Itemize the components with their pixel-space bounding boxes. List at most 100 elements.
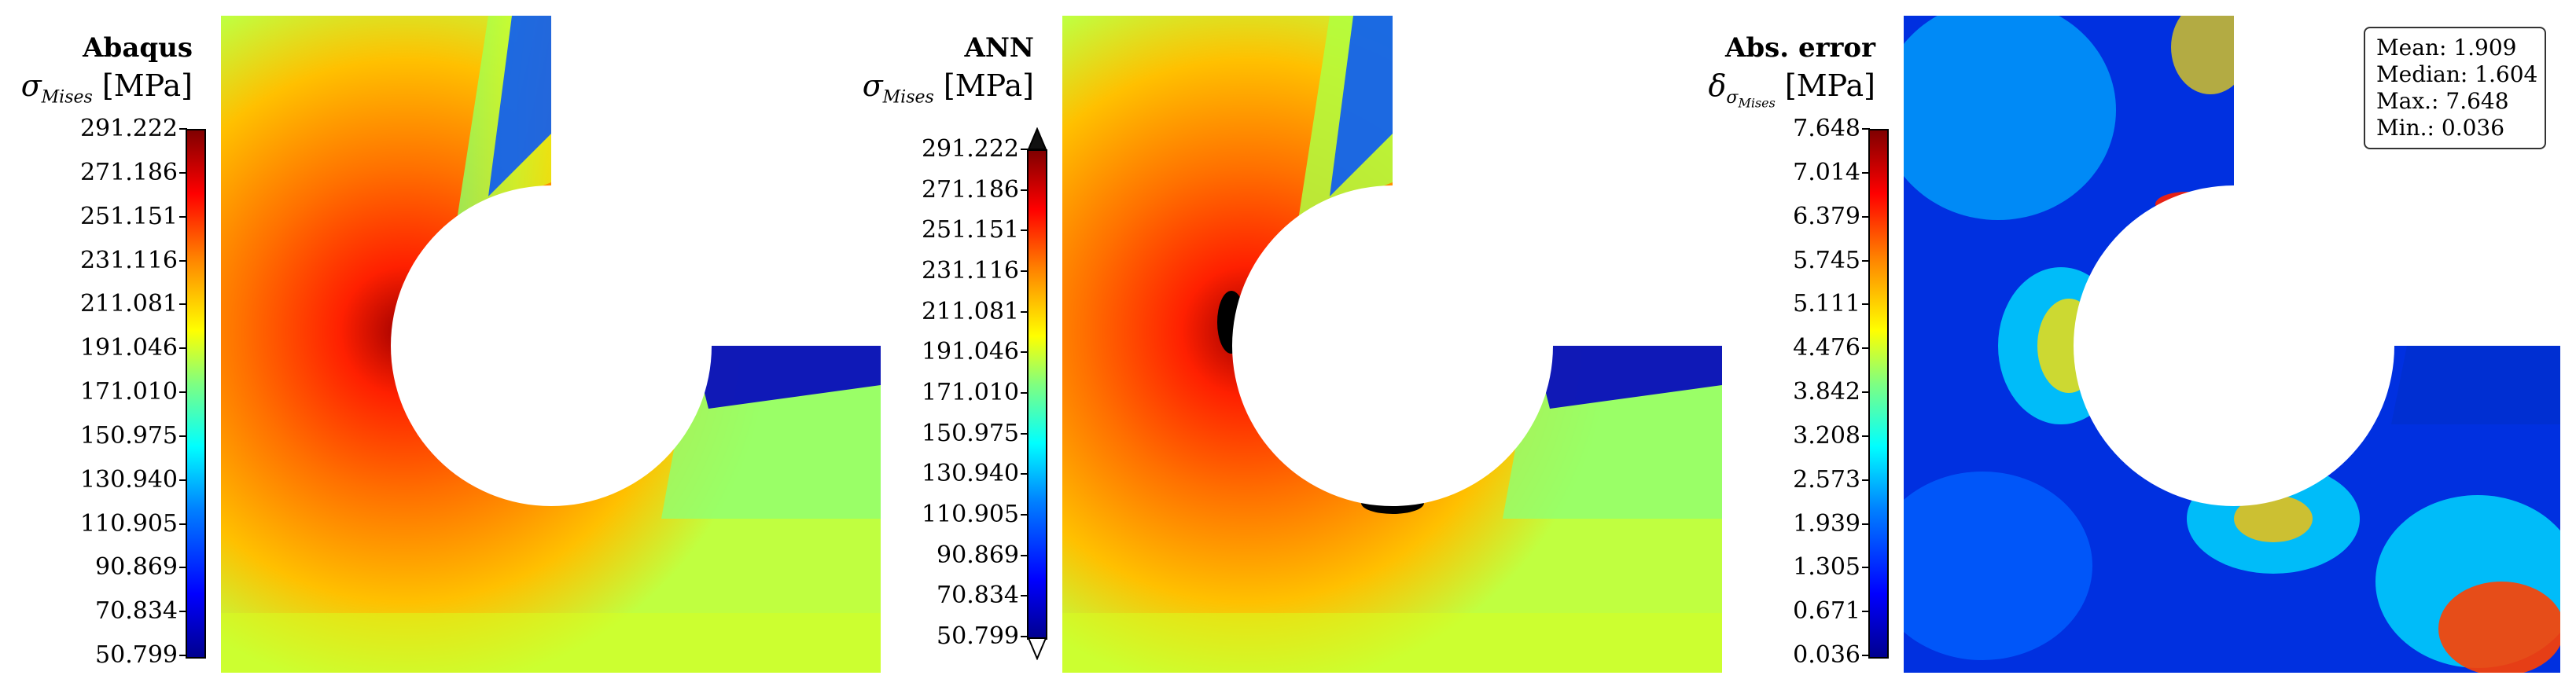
- colorbar-tick-mark: [179, 655, 187, 656]
- colorbar-tick-mark: [179, 128, 187, 130]
- colorbar-tick-mark: [1021, 270, 1029, 272]
- colorbar-tick-mark: [1021, 636, 1029, 637]
- colorbar-tick-label: 211.081: [921, 297, 1019, 325]
- colorbar-top-arrow-icon: [1027, 127, 1047, 150]
- stat-mean: Mean: 1.909: [2376, 35, 2517, 61]
- colorbar-tick-label: 271.186: [79, 158, 178, 186]
- colorbar-tick-mark: [1021, 514, 1029, 516]
- colorbar-tick-label: 231.116: [79, 246, 178, 274]
- colorbar-tick-label: 5.111: [1793, 290, 1860, 318]
- colorbar-tick-label: 1.305: [1793, 553, 1860, 582]
- quantity-label: σMises [MPa]: [849, 69, 1034, 115]
- colorbar-tick-label: 50.799: [937, 622, 1019, 650]
- stat-median: Median: 1.604: [2376, 61, 2538, 87]
- colorbar-tick-mark: [1021, 595, 1029, 597]
- stress-field-abaqus: [221, 16, 881, 673]
- colorbar-tick-mark: [179, 171, 187, 174]
- colorbar-tick-mark: [1021, 554, 1029, 556]
- colorbar-tick-mark: [179, 611, 187, 613]
- colorbar-tick-label: 0.036: [1793, 641, 1860, 669]
- colorbar-tick-label: 191.046: [79, 334, 178, 362]
- error-field: [1904, 16, 2560, 673]
- panel-title: Abaqus: [83, 32, 193, 64]
- panel-title: Abs. error: [1724, 32, 1875, 64]
- stat-min: Min.: 0.036: [2376, 115, 2505, 141]
- colorbar-tick-label: 1.939: [1793, 509, 1860, 538]
- quantity-subscript: Mises: [41, 87, 93, 108]
- panel-abs-error: Abs. error δσMises [MPa] 7.648 7.014 6.379…: [1683, 0, 2576, 690]
- colorbar-tick-mark: [1862, 391, 1870, 393]
- colorbar-tick-mark: [179, 435, 187, 437]
- colorbar-tick-mark: [1862, 611, 1870, 613]
- colorbar-tick-mark: [1021, 310, 1029, 313]
- colorbar-tick-label: 211.081: [79, 290, 178, 318]
- colorbar-tick-mark: [179, 479, 187, 481]
- colorbar-tick-label: 7.648: [1793, 115, 1860, 142]
- colorbar-tick-label: 4.476: [1793, 334, 1860, 362]
- quantity-label: σMises [MPa]: [8, 69, 193, 115]
- unit-label: [MPa]: [1784, 68, 1875, 103]
- colorbar-tick-label: 291.222: [79, 115, 178, 142]
- colorbar-tick-mark: [1862, 435, 1870, 437]
- colorbar-tick-label: 70.834: [937, 582, 1019, 610]
- colorbar-tick-label: 150.975: [921, 419, 1019, 447]
- colorbar-tick-label: 110.905: [921, 501, 1019, 528]
- unit-label: [MPa]: [101, 68, 193, 103]
- colorbar-tick-mark: [1021, 229, 1029, 232]
- statistics-box: Mean: 1.909 Median: 1.604 Max.: 7.648 Mi…: [2364, 27, 2546, 149]
- quantity-symbol: σ: [862, 68, 883, 103]
- colorbar-tick-mark: [179, 523, 187, 525]
- unit-label: [MPa]: [943, 68, 1034, 103]
- colorbar-tick-label: 2.573: [1793, 465, 1860, 494]
- colorbar-tick-label: 3.842: [1793, 378, 1860, 406]
- stress-field-ann: [1062, 16, 1722, 673]
- colorbar-tick-label: 130.940: [79, 465, 178, 494]
- colorbar-tick-mark: [179, 567, 187, 569]
- stat-max: Max.: 7.648: [2376, 88, 2509, 114]
- colorbar-tick-mark: [179, 259, 187, 262]
- colorbar-tick-mark: [1862, 523, 1870, 525]
- colorbar-tick-label: 291.222: [921, 135, 1019, 163]
- colorbar-tick-label: 191.046: [921, 338, 1019, 366]
- colorbar-tick-mark: [179, 391, 187, 393]
- colorbar-tick-mark: [1862, 215, 1870, 218]
- colorbar-tick-mark: [1021, 473, 1029, 475]
- panel-ann: ANN σMises [MPa] 291.222 271.186 251.151 23…: [841, 0, 1722, 690]
- colorbar: [1027, 149, 1047, 640]
- colorbar-tick-mark: [1021, 351, 1029, 354]
- colorbar-tick-label: 251.151: [921, 216, 1019, 244]
- colorbar-tick-label: 251.151: [79, 202, 178, 230]
- panel-abaqus: Abaqus σMises [MPa] 291.222 271.186 251.15…: [0, 0, 881, 690]
- colorbar-tick-label: 7.014: [1793, 158, 1860, 186]
- quantity-label: δσMises [MPa]: [1691, 69, 1875, 119]
- colorbar-tick-label: 70.834: [95, 597, 178, 626]
- colorbar-tick-mark: [1021, 189, 1029, 191]
- colorbar-tick-label: 3.208: [1793, 421, 1860, 450]
- colorbar-tick-mark: [1021, 149, 1029, 150]
- colorbar-tick-label: 231.116: [921, 257, 1019, 284]
- colorbar-tick-mark: [1862, 655, 1870, 656]
- colorbar-tick-label: 0.671: [1793, 597, 1860, 626]
- colorbar-tick-label: 90.869: [95, 553, 178, 582]
- colorbar-tick-mark: [1862, 347, 1870, 350]
- colorbar-tick-label: 90.869: [937, 541, 1019, 569]
- colorbar-tick-mark: [1862, 171, 1870, 174]
- quantity-symbol: σ: [20, 68, 42, 103]
- quantity-subscript: σ: [1726, 87, 1739, 108]
- quantity-subscript: Mises: [882, 87, 934, 108]
- colorbar-tick-label: 50.799: [95, 641, 178, 669]
- colorbar-tick-mark: [179, 215, 187, 218]
- colorbar-tick-label: 271.186: [921, 175, 1019, 204]
- colorbar-tick-label: 6.379: [1793, 202, 1860, 230]
- colorbar-bottom-arrow-icon: [1027, 637, 1047, 660]
- colorbar-tick-label: 150.975: [79, 421, 178, 450]
- colorbar-tick-mark: [1862, 567, 1870, 569]
- colorbar-tick-label: 171.010: [921, 379, 1019, 406]
- colorbar-tick-mark: [1021, 392, 1029, 394]
- quantity-subsubscript: Mises: [1738, 94, 1776, 110]
- colorbar-tick-mark: [1862, 128, 1870, 130]
- colorbar-tick-mark: [179, 303, 187, 306]
- colorbar-tick-label: 5.745: [1793, 246, 1860, 274]
- colorbar-tick-mark: [1862, 303, 1870, 306]
- colorbar-tick-label: 110.905: [79, 509, 178, 538]
